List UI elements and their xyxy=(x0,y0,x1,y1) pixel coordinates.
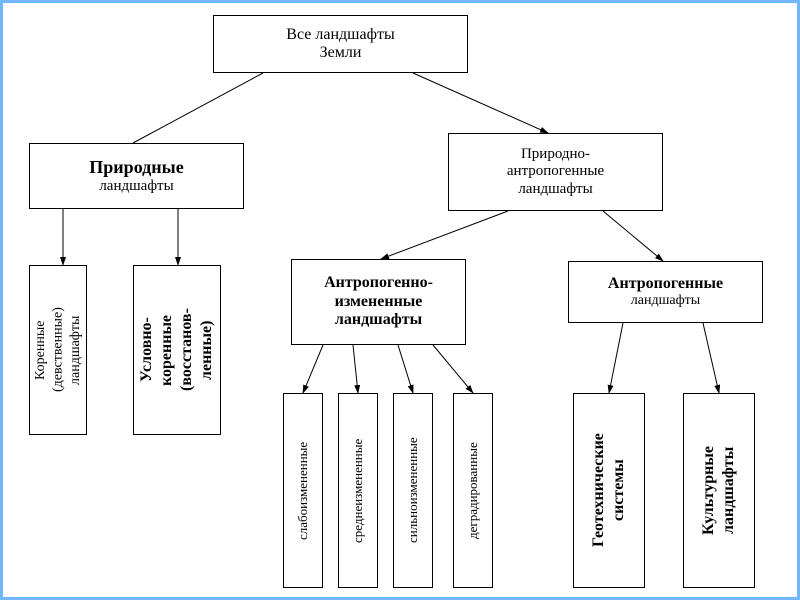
node-geotech: Геотехническиесистемы xyxy=(573,393,645,588)
node-root-line2: Земли xyxy=(320,44,362,62)
node-anthro-changed-l2: измененные xyxy=(335,293,423,311)
node-slabo-text: слабоизмененные xyxy=(295,441,311,539)
node-root: Все ландшафты Земли xyxy=(213,15,468,73)
node-natural: Природные ландшафты xyxy=(29,143,244,209)
node-korennye-text: Коренные(девственные)ландшафты xyxy=(32,308,85,393)
node-nat-anthro-l2: антропогенные xyxy=(507,163,604,180)
node-anthro: Антропогенные ландшафты xyxy=(568,261,763,323)
node-nat-anthro-l3: ландшафты xyxy=(518,181,592,198)
node-sredne: среднеизмененные xyxy=(338,393,378,588)
node-uslovno: Условно-коренные(восстанов-ленные) xyxy=(133,265,221,435)
node-geotech-text: Геотехническиесистемы xyxy=(589,434,629,548)
node-silno: сильноизмененные xyxy=(393,393,433,588)
node-cultural: Культурныеландшафты xyxy=(683,393,755,588)
node-korennye: Коренные(девственные)ландшафты xyxy=(29,265,87,435)
node-root-line1: Все ландшафты xyxy=(286,26,394,44)
node-anthro-l2: ландшафты xyxy=(631,293,700,309)
node-natural-title: Природные xyxy=(89,157,183,178)
node-anthro-changed: Антропогенно- измененные ландшафты xyxy=(291,259,466,345)
node-silno-text: сильноизмененные xyxy=(405,438,421,544)
node-degrad: деградированные xyxy=(453,393,493,588)
node-nat-anthro: Природно- антропогенные ландшафты xyxy=(448,133,663,211)
node-slabo: слабоизмененные xyxy=(283,393,323,588)
node-natural-sub: ландшафты xyxy=(99,178,173,195)
node-anthro-changed-l1: Антропогенно- xyxy=(324,274,433,292)
node-sredne-text: среднеизмененные xyxy=(350,438,366,542)
diagram-frame: Все ландшафты Земли Природные ландшафты … xyxy=(0,0,800,600)
node-anthro-changed-l3: ландшафты xyxy=(335,311,422,329)
node-uslovno-text: Условно-коренные(восстанов-ленные) xyxy=(137,309,217,392)
node-degrad-text: деградированные xyxy=(465,442,481,539)
node-cultural-text: Культурныеландшафты xyxy=(699,446,739,535)
node-nat-anthro-l1: Природно- xyxy=(521,146,590,163)
node-anthro-l1: Антропогенные xyxy=(608,275,723,293)
